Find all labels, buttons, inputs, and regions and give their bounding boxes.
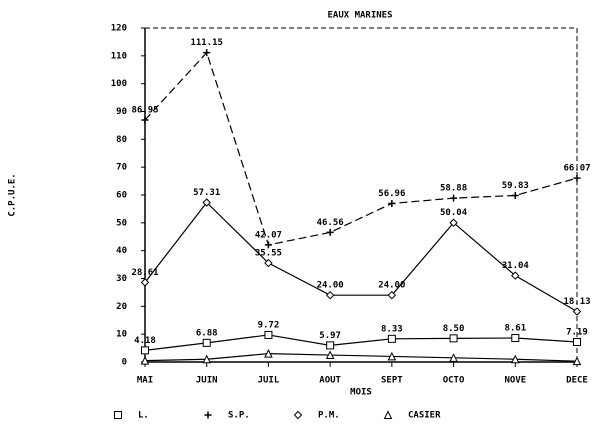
data-label: 46.56 [317, 218, 344, 228]
x-tick-label: JUIL [258, 376, 280, 386]
data-point [202, 338, 211, 347]
data-point [450, 194, 458, 202]
y-axis-label: C.P.U.E. [8, 173, 18, 216]
legend-marker [383, 410, 393, 419]
y-tick-label: 10 [116, 330, 127, 340]
data-point [510, 354, 520, 364]
y-tick-label: 20 [116, 302, 127, 312]
data-point [325, 290, 335, 300]
data-point [388, 199, 396, 207]
data-point [141, 346, 149, 355]
data-point [264, 349, 273, 358]
data-label: 5.97 [319, 331, 341, 341]
data-label: 24.00 [378, 281, 405, 291]
data-point [140, 355, 150, 365]
data-label: 24.00 [317, 281, 344, 291]
data-point [326, 228, 334, 236]
data-label: 66.07 [563, 164, 590, 174]
data-point [449, 353, 458, 362]
data-label: 8.61 [504, 324, 526, 334]
data-point [573, 174, 581, 182]
data-point [202, 354, 212, 364]
x-tick-label: SEPT [381, 376, 403, 386]
data-label: 8.33 [381, 324, 403, 334]
data-label: 58.88 [440, 184, 467, 194]
data-point [264, 330, 273, 339]
data-label: 18.13 [563, 297, 590, 307]
data-label: 28.61 [131, 268, 158, 278]
series-line [144, 334, 578, 351]
legend-label: S.P. [228, 411, 250, 421]
data-point [264, 241, 272, 249]
y-tick-label: 100 [111, 79, 127, 89]
data-point [573, 337, 581, 346]
data-point [572, 356, 582, 366]
x-tick-label: JUIN [196, 376, 218, 386]
y-tick-label: 70 [116, 163, 127, 173]
data-label: 31.04 [502, 261, 530, 271]
y-tick-label: 40 [116, 246, 127, 256]
series-line [144, 353, 578, 362]
data-point [203, 49, 211, 57]
data-point [511, 271, 520, 280]
legend-label: CASIER [408, 411, 441, 421]
data-label: 111.15 [190, 38, 223, 48]
data-label: 56.96 [378, 189, 405, 199]
data-point [326, 341, 335, 350]
data-point [449, 334, 458, 343]
x-tick-label: NOVE [504, 376, 526, 386]
data-label: 50.04 [440, 208, 468, 218]
data-point [387, 334, 396, 343]
data-point [387, 290, 397, 300]
data-label: 8.50 [443, 324, 465, 334]
legend-label: P.M. [318, 411, 340, 421]
y-tick-label: 120 [111, 24, 127, 34]
legend-marker [204, 411, 212, 419]
data-point [449, 218, 458, 227]
data-label: 6.88 [196, 328, 218, 338]
y-tick-label: 80 [116, 135, 127, 145]
x-tick-label: DECE [566, 376, 588, 386]
series-line [144, 201, 578, 313]
data-point [572, 307, 582, 316]
data-label: 7.19 [566, 327, 588, 337]
data-label: 59.83 [502, 181, 529, 191]
y-tick-label: 60 [116, 191, 127, 201]
x-tick-label: MAI [137, 376, 153, 386]
legend-label: L. [138, 411, 149, 421]
data-label: 9.72 [258, 320, 280, 330]
data-label: 57.31 [193, 188, 220, 198]
data-point [511, 334, 520, 343]
x-tick-label: AOUT [319, 376, 341, 386]
data-point [202, 198, 211, 207]
data-point [264, 258, 273, 268]
y-tick-label: 30 [116, 274, 127, 284]
data-label: 42.07 [255, 230, 282, 240]
data-point [387, 351, 397, 361]
legend-marker [293, 410, 303, 420]
data-label: 86.95 [131, 105, 158, 115]
data-point [511, 191, 519, 199]
data-point [325, 350, 335, 360]
data-point [141, 116, 149, 124]
y-tick-label: 90 [116, 107, 127, 117]
y-tick-label: 110 [111, 51, 127, 61]
x-tick-label: OCTO [443, 376, 465, 386]
chart-title: EAUX MARINES [327, 11, 392, 21]
legend-marker [114, 411, 122, 419]
data-label: 35.55 [255, 249, 282, 259]
y-tick-label: 50 [116, 218, 127, 228]
x-axis-label: MOIS [350, 388, 372, 398]
data-point [140, 278, 150, 287]
y-tick-label: 0 [122, 358, 127, 368]
series-line [144, 51, 578, 246]
data-label: 4.18 [134, 336, 156, 346]
